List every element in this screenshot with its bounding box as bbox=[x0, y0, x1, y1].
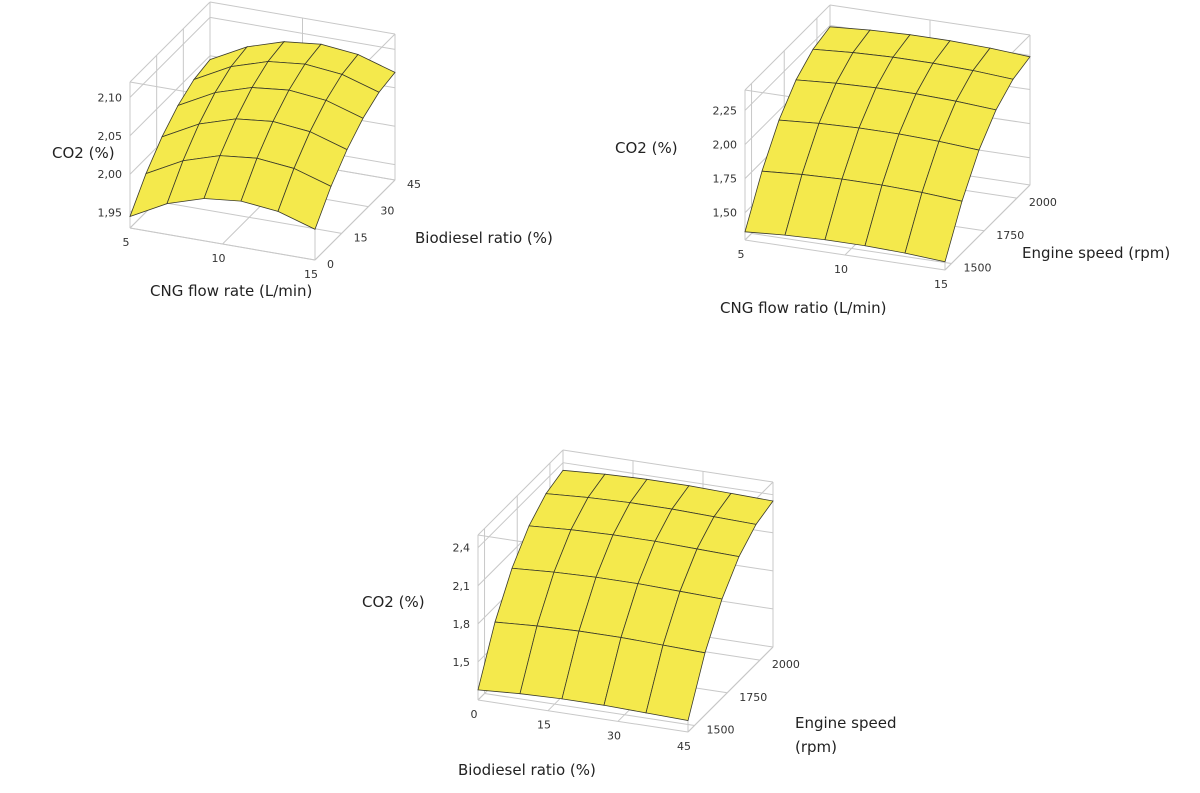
grid-line bbox=[484, 692, 695, 726]
y-axis-label: Biodiesel ratio (%) bbox=[415, 229, 553, 247]
x-tick-label: 15 bbox=[934, 278, 948, 291]
z-tick-label: 2,05 bbox=[98, 130, 123, 143]
z-tick-label: 1,75 bbox=[713, 173, 738, 186]
box-edge bbox=[477, 699, 689, 733]
grid-line bbox=[156, 200, 342, 234]
y-tick-label: 1750 bbox=[739, 691, 767, 704]
y-tick-label: 1500 bbox=[707, 723, 735, 736]
grid-line bbox=[751, 232, 952, 264]
z-tick-label: 2,00 bbox=[98, 168, 123, 181]
z-tick-label: 2,00 bbox=[713, 139, 738, 152]
box-edge bbox=[477, 449, 564, 536]
box-edge bbox=[562, 449, 774, 483]
y-tick-label: 30 bbox=[380, 205, 394, 218]
x-tick-label: 0 bbox=[471, 708, 478, 721]
x-tick-label: 15 bbox=[304, 268, 318, 281]
surface-cell bbox=[645, 644, 706, 722]
y-tick-label: 45 bbox=[407, 178, 421, 191]
x-tick-label: 45 bbox=[677, 740, 691, 753]
z-tick-label: 1,95 bbox=[98, 207, 123, 220]
y-tick-label: 2000 bbox=[772, 658, 800, 671]
x-tick-label: 15 bbox=[537, 719, 551, 732]
x-tick-label: 5 bbox=[738, 248, 745, 261]
grid-line bbox=[477, 462, 564, 549]
grid-line bbox=[687, 646, 774, 733]
surface-cell bbox=[904, 191, 963, 263]
x-axis-label: CNG flow rate (L/min) bbox=[150, 282, 312, 300]
y-tick-label: 2000 bbox=[1029, 196, 1057, 209]
y-axis-label: Engine speed (rpm) bbox=[1022, 244, 1170, 262]
z-tick-label: 2,4 bbox=[453, 542, 471, 555]
x-tick-label: 10 bbox=[834, 263, 848, 276]
x-tick-label: 10 bbox=[212, 252, 226, 265]
y-tick-label: 1750 bbox=[996, 229, 1024, 242]
y-axis-label: Engine speed bbox=[795, 714, 897, 732]
box-edge bbox=[129, 1, 211, 83]
x-axis-label: Biodiesel ratio (%) bbox=[458, 761, 596, 779]
z-axis-label: CO2 (%) bbox=[615, 139, 678, 157]
surface-chart: 1,95 2,00 2,05 2,10 5 10 15 0 15 30 45 CO2 (%) CNG f… bbox=[52, 1, 553, 300]
z-tick-label: 2,10 bbox=[98, 91, 123, 104]
grid-line bbox=[129, 55, 211, 137]
z-tick-label: 1,50 bbox=[713, 207, 738, 220]
z-tick-label: 1,5 bbox=[453, 656, 471, 669]
grid-line bbox=[129, 17, 211, 98]
z-tick-label: 2,25 bbox=[713, 104, 738, 117]
z-tick-label: 2,1 bbox=[453, 580, 471, 593]
z-axis-label: CO2 (%) bbox=[362, 593, 425, 611]
grid-line bbox=[562, 462, 774, 496]
grid-line bbox=[129, 227, 316, 261]
y-tick-label: 1500 bbox=[964, 261, 992, 274]
surface-chart: 1,50 1,75 2,00 2,25 5 10 15 1500 1750 2000 CO2 (%)… bbox=[615, 4, 1170, 317]
grid-line bbox=[744, 25, 831, 111]
surface-chart: 1,5 1,8 2,1 2,4 0 15 30 45 1500 1750 2000 CO2 (%) Bi… bbox=[362, 449, 897, 779]
surface-cell bbox=[277, 167, 332, 230]
x-tick-label: 30 bbox=[607, 729, 621, 742]
grid-line bbox=[314, 179, 396, 261]
x-tick-label: 5 bbox=[123, 236, 130, 249]
box-edge bbox=[744, 4, 831, 91]
y-tick-label: 0 bbox=[327, 258, 334, 271]
y-tick-label: 15 bbox=[354, 231, 368, 244]
y-axis-label: (rpm) bbox=[795, 738, 837, 756]
grid-line bbox=[944, 184, 1031, 271]
z-tick-label: 1,8 bbox=[453, 618, 471, 631]
x-axis-label: CNG flow ratio (L/min) bbox=[720, 299, 887, 317]
z-axis-label: CO2 (%) bbox=[52, 144, 115, 162]
